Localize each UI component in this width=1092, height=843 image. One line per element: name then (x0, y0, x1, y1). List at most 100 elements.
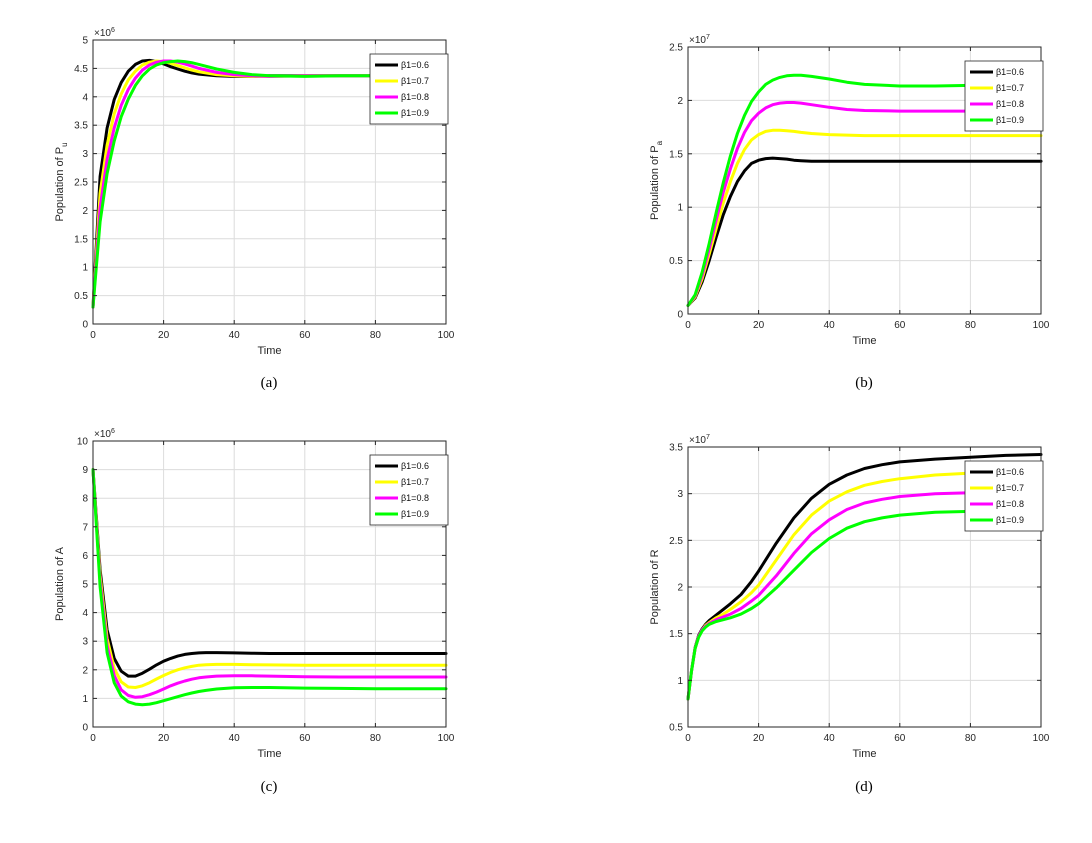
x-tick-label: 60 (894, 320, 906, 331)
y-tick-label: 2.5 (669, 536, 683, 547)
subfigure-caption: (b) (855, 375, 873, 391)
y-tick-label: 1 (82, 694, 88, 705)
y-axis-label-main: Population of A (54, 546, 66, 621)
y-tick-label: 1 (677, 203, 683, 214)
x-tick-label: 100 (438, 330, 455, 341)
y-axis-multiplier: ×107 (689, 434, 710, 446)
x-tick-label: 100 (1033, 320, 1050, 331)
y-axis-label: Population of Pu (54, 142, 69, 221)
y-tick-label: 3 (677, 489, 683, 500)
legend-entry-1: β1=0.6 (401, 461, 429, 471)
series-line-3 (91, 468, 448, 699)
y-tick-label: 9 (82, 465, 88, 476)
legend-entry-1: β1=0.6 (401, 60, 429, 70)
x-tick-label: 40 (229, 330, 241, 341)
y-tick-label: 4 (82, 92, 88, 103)
y-tick-label: 3.5 (669, 443, 683, 454)
chart-panel-c: 0 20 40 60 80 100012345678910×106TimePopulati… (54, 428, 455, 795)
legend-entry-1: β1=0.6 (996, 467, 1024, 477)
x-tick-label: 100 (438, 733, 455, 744)
legend-entry-3: β1=0.8 (996, 499, 1024, 509)
legend: β1=0.6 β1=0.7 β1=0.8 β1=0.9 (964, 460, 1044, 532)
multiplier-exponent: 7 (706, 434, 710, 441)
legend-entry-4: β1=0.9 (401, 509, 429, 519)
y-tick-label: 4 (82, 608, 88, 619)
y-tick-label: 2 (677, 583, 683, 594)
y-tick-label: 0.5 (669, 256, 683, 267)
legend-entry-4: β1=0.9 (401, 108, 429, 118)
legend-entry-2: β1=0.7 (401, 477, 429, 487)
y-tick-label: 0 (82, 723, 88, 734)
legend-entry-3: β1=0.8 (401, 92, 429, 102)
multiplier-base: ×10 (94, 429, 111, 440)
y-tick-label: 1.5 (74, 234, 88, 245)
y-axis-label-subscript: a (655, 140, 664, 145)
y-tick-label: 5 (82, 36, 88, 47)
y-tick-label: 7 (82, 522, 88, 533)
series-line-4 (91, 468, 448, 707)
legend: β1=0.6 β1=0.7 β1=0.8 β1=0.9 (369, 454, 449, 526)
series-line-4 (686, 509, 1043, 701)
y-tick-label: 3.5 (74, 121, 88, 132)
y-tick-label: 8 (82, 494, 88, 505)
subfigure-caption: (d) (855, 779, 873, 795)
series-line-2 (91, 468, 448, 689)
y-tick-label: 3 (82, 637, 88, 648)
multiplier-exponent: 6 (111, 428, 115, 435)
y-tick-label: 1 (677, 676, 683, 687)
y-tick-label: 2 (82, 665, 88, 676)
x-tick-label: 20 (753, 733, 765, 744)
y-tick-label: 2.5 (669, 43, 683, 54)
x-tick-label: 40 (824, 320, 836, 331)
y-tick-label: 10 (77, 437, 89, 448)
legend-entry-2: β1=0.7 (401, 76, 429, 86)
series-line-4 (91, 59, 448, 309)
x-tick-label: 20 (158, 733, 170, 744)
multiplier-exponent: 7 (706, 34, 710, 41)
y-tick-label: 1.5 (669, 629, 683, 640)
y-tick-label: 0 (677, 310, 683, 321)
x-tick-label: 60 (299, 733, 311, 744)
multiplier-base: ×10 (689, 35, 706, 46)
y-tick-label: 3 (82, 149, 88, 160)
y-axis-label: Population of R (649, 549, 661, 624)
legend-entry-4: β1=0.9 (996, 515, 1024, 525)
x-tick-label: 40 (824, 733, 836, 744)
series-line-1 (686, 156, 1043, 307)
multiplier-exponent: 6 (111, 27, 115, 34)
y-tick-label: 0 (82, 320, 88, 331)
multiplier-base: ×10 (94, 28, 111, 39)
y-tick-label: 2.5 (74, 178, 88, 189)
subfigure-caption: (a) (261, 375, 278, 391)
y-tick-label: 0.5 (74, 291, 88, 302)
chart-panel-a: 0 20 40 60 80 100 0 0.5 1 1.5 2 2.5 3 3.5 4 4.5 5 ×106 Tim… (54, 27, 455, 391)
legend-entry-3: β1=0.8 (996, 99, 1024, 109)
x-tick-label: 0 (90, 733, 96, 744)
y-tick-label: 1.5 (669, 149, 683, 160)
y-tick-label: 2 (677, 96, 683, 107)
x-tick-label: 100 (1033, 733, 1050, 744)
series-line-1 (91, 468, 448, 678)
y-axis-multiplier: ×106 (94, 27, 115, 39)
y-axis-label: Population of Pa (649, 140, 664, 220)
x-tick-label: 0 (685, 320, 691, 331)
legend-entry-3: β1=0.8 (401, 493, 429, 503)
x-axis-label: Time (852, 335, 876, 347)
y-tick-label: 1 (82, 263, 88, 274)
x-tick-label: 20 (158, 330, 170, 341)
y-axis-label-main: Population of R (649, 549, 661, 624)
legend: β1=0.6 β1=0.7 β1=0.8 β1=0.9 (964, 60, 1044, 132)
y-axis-label-subscript: u (60, 142, 69, 146)
legend: β1=0.6 β1=0.7 β1=0.8 β1=0.9 (369, 53, 449, 125)
x-tick-label: 80 (965, 733, 977, 744)
y-tick-label: 4.5 (74, 64, 88, 75)
chart-panel-d: 0 20 40 60 80 100 0.5 1 1.5 2 2.5 3 3.5 ×107 Time Popul… (649, 434, 1050, 795)
x-tick-label: 20 (753, 320, 765, 331)
series-line-3 (686, 101, 1043, 307)
series-line-2 (686, 128, 1043, 307)
x-tick-label: 80 (370, 733, 382, 744)
multiplier-base: ×10 (689, 435, 706, 446)
x-tick-label: 80 (965, 320, 977, 331)
y-tick-label: 2 (82, 206, 88, 217)
